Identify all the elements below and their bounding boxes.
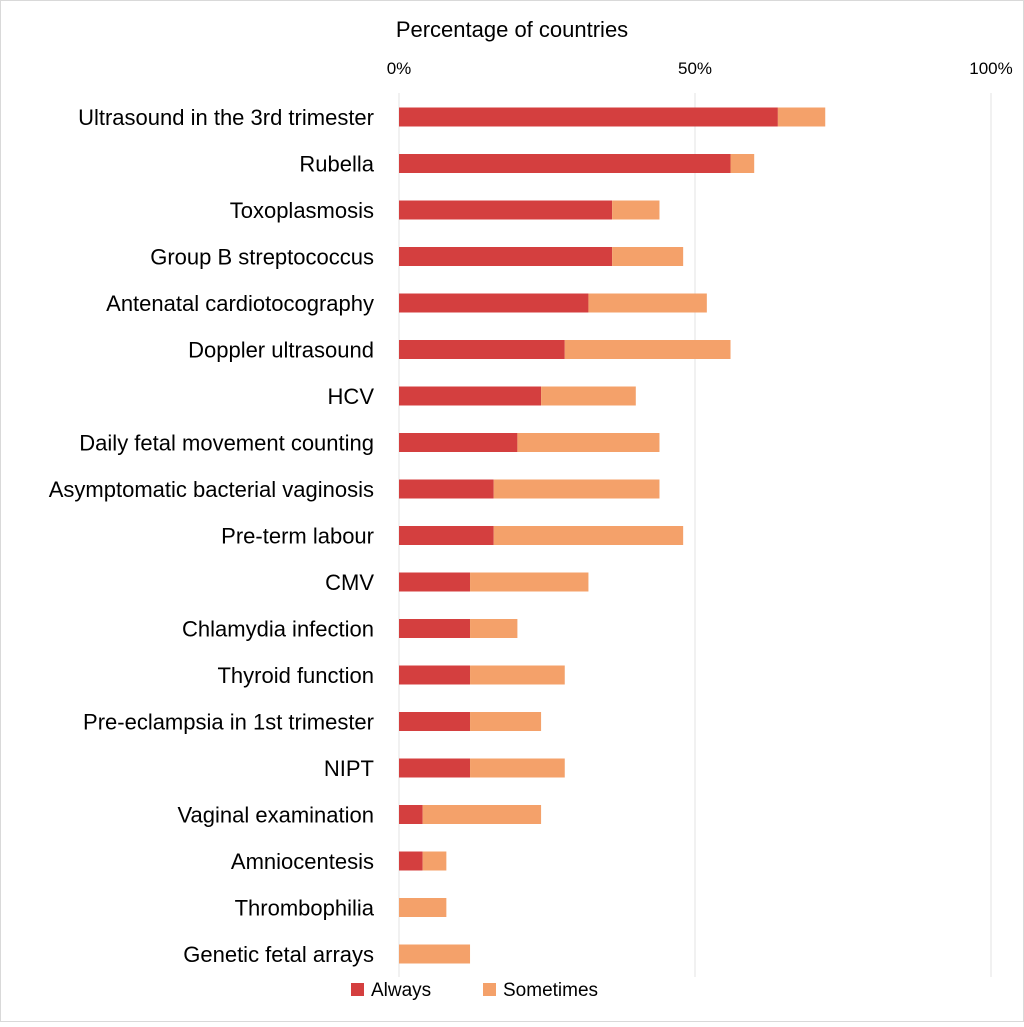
bar-always	[399, 433, 518, 452]
bar-always	[399, 712, 471, 731]
bar-sometimes	[612, 247, 684, 266]
x-tick-label: 0%	[387, 59, 412, 78]
bar-sometimes	[564, 340, 731, 359]
bar-sometimes	[422, 805, 542, 824]
legend-label-always: Always	[371, 980, 431, 1001]
category-label: CMV	[325, 570, 374, 595]
x-tick-label: 100%	[969, 59, 1012, 78]
category-label: NIPT	[324, 756, 374, 781]
bar-sometimes	[470, 619, 518, 638]
bar-sometimes	[541, 386, 636, 406]
bar-always	[399, 851, 423, 871]
category-label: Asymptomatic bacterial vaginosis	[49, 477, 374, 502]
bar-sometimes	[422, 851, 447, 871]
bar-sometimes	[470, 758, 565, 778]
category-label: Toxoplasmosis	[230, 198, 374, 223]
category-label: Antenatal cardiotocography	[106, 291, 374, 316]
bar-sometimes	[399, 898, 447, 917]
category-label: HCV	[328, 384, 375, 409]
category-label: Vaginal examination	[178, 803, 375, 828]
category-label: Group B streptococcus	[150, 245, 374, 270]
category-label: Pre-term labour	[221, 524, 374, 549]
bar-always	[399, 107, 778, 127]
category-label: Amniocentesis	[231, 849, 374, 874]
bar-always	[399, 247, 613, 266]
bar-always	[399, 293, 589, 313]
legend-label-sometimes: Sometimes	[503, 980, 598, 1001]
bar-always	[399, 340, 565, 359]
legend: Always Sometimes	[351, 980, 598, 1001]
category-labels: Ultrasound in the 3rd trimester Rubella To…	[49, 105, 375, 967]
bar-always	[399, 154, 731, 173]
bar-sometimes	[493, 526, 684, 545]
category-label: Daily fetal movement counting	[79, 431, 374, 456]
bar-sometimes	[470, 712, 542, 731]
bar-sometimes	[612, 200, 660, 220]
bar-sometimes	[470, 572, 589, 592]
x-tick-label: 50%	[678, 59, 712, 78]
bar-sometimes	[470, 665, 565, 685]
bar-sometimes	[777, 107, 826, 127]
bar-always	[399, 526, 494, 545]
bar-always	[399, 805, 423, 824]
bars	[399, 107, 826, 964]
bar-always	[399, 479, 494, 499]
bar-always	[399, 200, 613, 220]
bar-sometimes	[588, 293, 707, 313]
category-label: Ultrasound in the 3rd trimester	[78, 105, 374, 130]
bar-sometimes	[493, 479, 660, 499]
category-label: Doppler ultrasound	[188, 338, 374, 363]
legend-swatch-sometimes	[483, 983, 496, 996]
category-label: Thrombophilia	[235, 896, 375, 921]
category-label: Thyroid function	[217, 663, 374, 688]
category-label: Pre-eclampsia in 1st trimester	[83, 710, 374, 735]
bar-always	[399, 386, 542, 406]
bar-always	[399, 665, 471, 685]
legend-swatch-always	[351, 983, 364, 996]
bar-always	[399, 758, 471, 778]
bar-sometimes	[517, 433, 660, 452]
bar-sometimes	[730, 154, 755, 173]
bar-sometimes	[399, 944, 471, 964]
bar-always	[399, 572, 471, 592]
x-tick-labels: 0% 50% 100%	[387, 59, 1013, 78]
category-label: Chlamydia infection	[182, 617, 374, 642]
category-label: Genetic fetal arrays	[183, 942, 374, 967]
bar-always	[399, 619, 471, 638]
x-axis-title: Percentage of countries	[396, 17, 628, 42]
category-label: Rubella	[299, 152, 374, 177]
